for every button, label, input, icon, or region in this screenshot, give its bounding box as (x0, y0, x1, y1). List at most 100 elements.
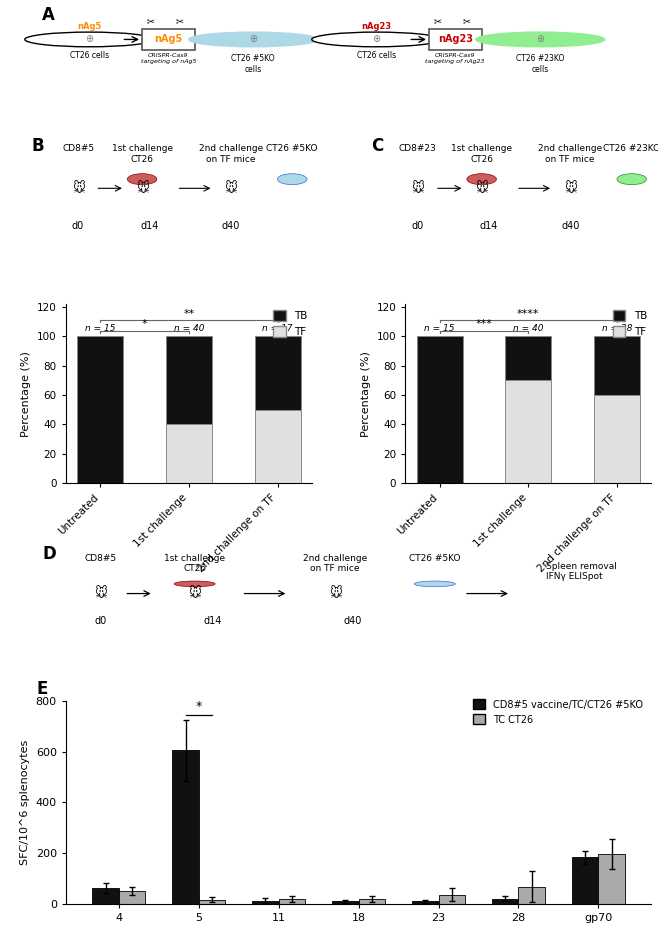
Text: 2nd challenge: 2nd challenge (303, 554, 367, 563)
Y-axis label: Percentage (%): Percentage (%) (361, 350, 371, 436)
Text: CT26 cells: CT26 cells (70, 52, 109, 60)
Bar (572, 857, 598, 904)
Text: on TF mice: on TF mice (311, 564, 360, 574)
Text: 🐭: 🐭 (411, 182, 424, 195)
Bar (255, 410, 301, 483)
Bar (505, 381, 551, 483)
Text: 🐭: 🐭 (188, 587, 201, 600)
Text: n = 15: n = 15 (85, 324, 115, 333)
Bar (255, 336, 301, 410)
Text: C: C (371, 138, 383, 155)
Circle shape (189, 32, 318, 47)
Circle shape (174, 581, 215, 587)
Text: *: * (141, 319, 147, 329)
Circle shape (127, 173, 157, 185)
Text: CRISPR-Cas9
targeting of nAg23: CRISPR-Cas9 targeting of nAg23 (426, 53, 485, 63)
Bar (438, 895, 465, 904)
Bar (417, 336, 463, 483)
Circle shape (617, 173, 647, 185)
Text: Spleen removal
IFNγ ELISpot: Spleen removal IFNγ ELISpot (546, 562, 617, 581)
Text: *: * (195, 700, 202, 713)
Text: n = 40: n = 40 (513, 324, 544, 333)
Bar (77, 336, 123, 483)
Text: n = 40: n = 40 (174, 324, 204, 333)
Text: CT26: CT26 (183, 564, 206, 574)
Bar (92, 887, 119, 904)
Text: on TF mice: on TF mice (206, 155, 255, 165)
Text: 1st challenge: 1st challenge (111, 144, 172, 154)
Text: d40: d40 (222, 221, 240, 231)
Text: d14: d14 (203, 616, 221, 625)
Circle shape (415, 581, 455, 587)
Bar (594, 395, 640, 483)
Text: D: D (42, 545, 56, 563)
Text: CT26 #5KO: CT26 #5KO (266, 144, 318, 154)
Bar (519, 886, 545, 904)
Legend: TB, TF: TB, TF (269, 306, 312, 341)
Text: CT26 #23KO
cells: CT26 #23KO cells (516, 54, 565, 73)
Y-axis label: Percentage (%): Percentage (%) (22, 350, 32, 436)
Text: 🐭: 🐭 (564, 182, 576, 195)
Text: ✂: ✂ (147, 16, 155, 26)
Text: 2nd challenge: 2nd challenge (538, 144, 602, 154)
Text: 🐭: 🐭 (329, 587, 342, 600)
Bar (119, 891, 145, 904)
Text: 2nd challenge: 2nd challenge (199, 144, 263, 154)
Text: d14: d14 (140, 221, 159, 231)
Bar (199, 900, 225, 904)
Circle shape (312, 32, 441, 47)
Legend: CD8#5 vaccine/TC/CT26 #5KO, TC CT26: CD8#5 vaccine/TC/CT26 #5KO, TC CT26 (469, 695, 647, 728)
Text: CT26 #23KO: CT26 #23KO (603, 144, 658, 154)
Text: n = 15: n = 15 (424, 324, 455, 333)
Circle shape (476, 32, 605, 47)
Text: CT26: CT26 (470, 155, 493, 165)
Text: CD8#5: CD8#5 (85, 554, 117, 563)
Bar (172, 751, 199, 904)
Text: d0: d0 (72, 221, 84, 231)
Bar (359, 899, 385, 904)
Text: ***: *** (476, 319, 492, 329)
Text: CRISPR-Cas9
targeting of nAg5: CRISPR-Cas9 targeting of nAg5 (141, 53, 196, 63)
Text: B: B (32, 138, 44, 155)
Bar (412, 901, 438, 904)
Text: CD8#23: CD8#23 (399, 144, 436, 154)
Text: d40: d40 (343, 616, 362, 625)
Bar (166, 425, 212, 483)
Bar (598, 853, 625, 904)
Text: 🐭: 🐭 (224, 182, 237, 195)
Text: 🐭: 🐭 (95, 587, 107, 600)
Bar (492, 899, 519, 904)
Bar (594, 336, 640, 395)
Text: CD8#5: CD8#5 (62, 144, 94, 154)
Text: 1st challenge: 1st challenge (164, 554, 225, 563)
Y-axis label: SFC/10^6 splenocytes: SFC/10^6 splenocytes (20, 739, 30, 865)
Text: 🐭: 🐭 (136, 182, 149, 195)
Text: n = 17: n = 17 (263, 324, 293, 333)
Text: ⊕: ⊕ (536, 35, 544, 44)
Text: d40: d40 (561, 221, 580, 231)
Text: ⊕: ⊕ (372, 35, 380, 44)
Text: d0: d0 (95, 616, 107, 625)
Text: n = 28: n = 28 (602, 324, 632, 333)
Text: d0: d0 (411, 221, 424, 231)
Text: CT26 #5KO
cells: CT26 #5KO cells (232, 54, 275, 73)
FancyBboxPatch shape (142, 29, 195, 50)
Text: ✂: ✂ (434, 16, 442, 26)
Bar (505, 336, 551, 381)
Text: A: A (42, 6, 55, 24)
Bar (332, 901, 359, 904)
Circle shape (467, 173, 496, 185)
Text: **: ** (183, 309, 195, 318)
Text: 1st challenge: 1st challenge (451, 144, 512, 154)
Text: nAg5: nAg5 (77, 22, 101, 31)
Text: 🐭: 🐭 (475, 182, 488, 195)
Bar (252, 901, 279, 904)
Text: CT26 #5KO: CT26 #5KO (409, 554, 461, 563)
Circle shape (25, 32, 154, 47)
Legend: TB, TF: TB, TF (609, 306, 651, 341)
Text: ✂: ✂ (463, 16, 471, 26)
Text: ⊕: ⊕ (85, 35, 93, 44)
Text: 🐭: 🐭 (72, 182, 85, 195)
Text: nAg5: nAg5 (154, 35, 182, 44)
Text: ✂: ✂ (176, 16, 184, 26)
